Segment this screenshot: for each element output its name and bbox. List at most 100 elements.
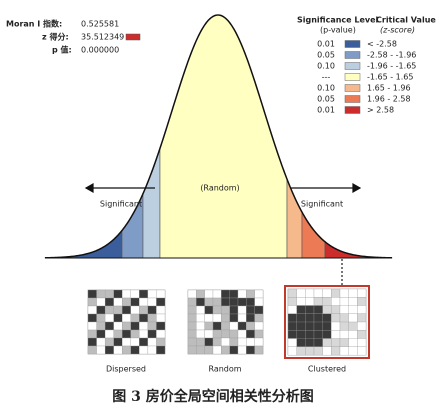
map-cell — [130, 321, 140, 331]
map-cell — [322, 330, 332, 339]
map-cell — [237, 345, 247, 355]
map-cell — [348, 305, 358, 314]
map-cell — [313, 321, 323, 331]
map-cell — [147, 305, 157, 315]
map-cell — [348, 321, 358, 331]
map-cell — [104, 337, 114, 347]
map-cell — [305, 346, 315, 356]
map-cell — [139, 329, 149, 339]
map-cell — [348, 313, 358, 323]
map-cell — [187, 321, 197, 331]
map-cell — [212, 305, 222, 315]
significant-label: Significant — [301, 200, 343, 209]
map-cell — [212, 321, 222, 331]
map-cell — [322, 288, 332, 298]
map-cell — [196, 289, 205, 299]
map-cell — [246, 337, 255, 347]
map-cell — [339, 330, 349, 339]
map-cell — [313, 338, 323, 347]
map-cell — [139, 313, 149, 323]
map-cell — [122, 337, 131, 347]
map-cell — [187, 345, 197, 355]
map-cell — [221, 337, 230, 347]
map-cell — [287, 305, 297, 314]
map-label: Random — [208, 365, 241, 374]
bell-curve — [44, 14, 393, 259]
map-cell — [156, 289, 166, 299]
map-cell — [187, 329, 197, 339]
map-cell — [87, 321, 97, 331]
map-cell — [246, 297, 255, 307]
map-cell — [254, 337, 264, 347]
map-cell — [348, 297, 358, 306]
map-cell — [212, 345, 222, 355]
legend-subtitle: (p-value) — [320, 26, 356, 35]
map-cell — [196, 297, 205, 307]
map-cell — [204, 345, 214, 355]
map-cell — [96, 337, 106, 347]
map-cell — [187, 305, 197, 315]
map-cell — [147, 337, 157, 347]
map-cell — [113, 329, 123, 339]
map-cell — [156, 337, 166, 347]
map-cell — [147, 297, 157, 307]
legend: 0.01 < -2.58 0.05 -2.58 - -1.96 0.10 -1.96 - … — [317, 40, 416, 115]
map-cell — [246, 289, 255, 299]
map-cell — [130, 345, 140, 355]
map-cell — [331, 330, 341, 339]
map-label: Dispersed — [106, 365, 146, 374]
map-cell — [156, 329, 166, 339]
map-cell — [254, 321, 264, 331]
map-cell — [204, 313, 214, 323]
map-cell — [104, 329, 114, 339]
map-cell — [113, 305, 123, 315]
map-cell — [87, 329, 97, 339]
map-cell — [246, 345, 255, 355]
map-cell — [87, 313, 97, 323]
stat-label: Moran I 指数: — [6, 19, 62, 29]
map-cell — [339, 338, 349, 347]
map-cell — [305, 288, 315, 298]
map-cell — [348, 346, 358, 356]
legend-title: Significance Level — [297, 16, 379, 25]
map-cell — [156, 321, 166, 331]
map-cell — [139, 305, 149, 315]
map-cell — [139, 321, 149, 331]
map-cell — [204, 305, 214, 315]
map-cell — [246, 329, 255, 339]
map-cell — [122, 345, 131, 355]
swatch — [344, 40, 361, 48]
map-cell — [122, 305, 131, 315]
map-cell — [254, 305, 264, 315]
map-cell — [204, 321, 214, 331]
map-cell — [305, 305, 315, 314]
map-cell — [122, 313, 131, 323]
map-cell — [221, 329, 230, 339]
map-cell — [348, 338, 358, 347]
map-cell — [339, 288, 349, 298]
map-cell — [87, 305, 97, 315]
map-cell — [237, 337, 247, 347]
map-cell — [156, 345, 166, 355]
map-cell — [296, 346, 306, 356]
map-cell — [96, 329, 106, 339]
map-cell — [237, 329, 247, 339]
map-cell — [212, 297, 222, 307]
map-cell — [139, 289, 149, 299]
map-cell — [156, 313, 166, 323]
map-cell — [229, 337, 239, 347]
map-cell — [229, 313, 239, 323]
legend-title: Critical Value — [376, 16, 436, 25]
z-range: -1.65 - 1.65 — [367, 73, 413, 82]
map-cell — [130, 329, 140, 339]
map-cell — [122, 289, 131, 299]
map-cell — [204, 289, 214, 299]
stat-label: p 值: — [52, 45, 72, 55]
map-cell — [322, 297, 332, 306]
p-value: --- — [322, 73, 331, 82]
map-cell — [87, 345, 97, 355]
map-cell — [221, 305, 230, 315]
map-cell — [122, 321, 131, 331]
map-cell — [339, 297, 349, 306]
map-cell — [237, 305, 247, 315]
